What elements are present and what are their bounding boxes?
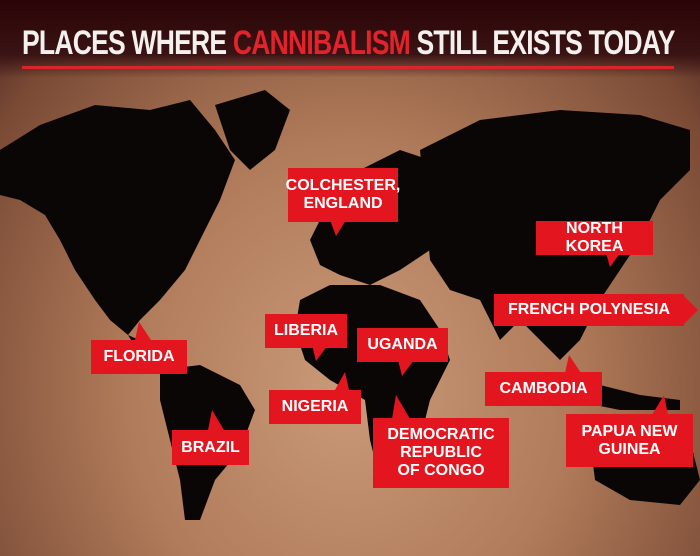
label-papua-new-guinea: PAPUA NEW GUINEA	[566, 414, 693, 467]
north-america	[0, 100, 235, 335]
greenland	[215, 90, 290, 170]
label-democratic-republic-of-congo: DEMOCRATIC REPUBLIC OF CONGO	[373, 418, 509, 488]
title-part-2: STILL EXISTS TODAY	[409, 24, 676, 62]
pointer-cambodia	[565, 355, 581, 373]
label-north-korea: NORTH KOREA	[536, 220, 653, 255]
pointer-liberia	[312, 345, 328, 361]
page-title: PLACES WHERE CANNIBALISM STILL EXISTS TO…	[22, 24, 675, 63]
pointer-drc	[392, 395, 410, 419]
pointer-north-korea	[606, 253, 620, 267]
label-uganda: UGANDA	[357, 328, 448, 362]
label-cambodia: CAMBODIA	[485, 372, 602, 406]
label-nigeria: NIGERIA	[269, 390, 361, 424]
pointer-nigeria	[335, 372, 349, 390]
label-french-polynesia: FRENCH POLYNESIA	[494, 294, 684, 326]
pointer-french-polynesia	[682, 294, 698, 326]
title-highlight: CANNIBALISM	[232, 24, 411, 62]
pointer-png	[652, 395, 668, 415]
label-liberia: LIBERIA	[265, 314, 347, 348]
header-band	[0, 0, 700, 78]
pointer-brazil	[208, 410, 224, 430]
pointer-colchester	[330, 220, 346, 236]
pointer-florida	[135, 322, 151, 340]
label-colchester-england: COLCHESTER, ENGLAND	[286, 168, 400, 222]
title-underline	[22, 66, 674, 69]
title-part-1: PLACES WHERE	[22, 24, 233, 62]
pointer-uganda	[398, 360, 414, 376]
label-florida: FLORIDA	[91, 340, 187, 374]
label-brazil: BRAZIL	[172, 430, 249, 465]
